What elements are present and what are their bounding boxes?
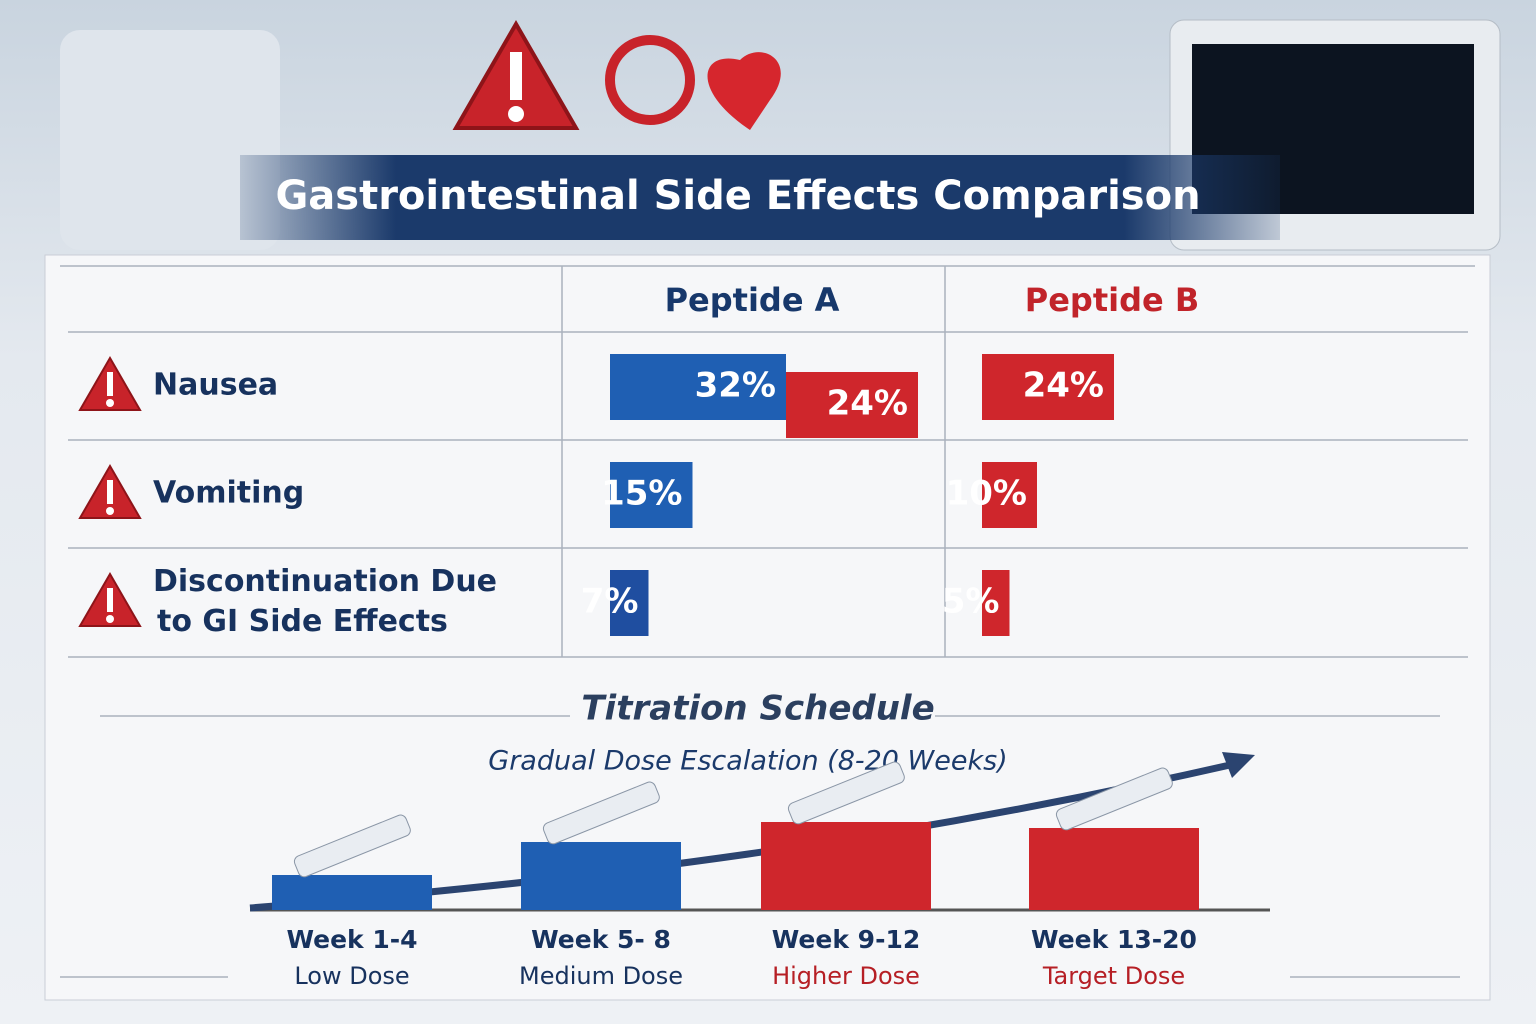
bar: [610, 570, 649, 636]
syringe: [1055, 767, 1173, 831]
titration-subtitle: Gradual Dose Escalation (8-20 Weeks): [488, 746, 1007, 777]
bar: [610, 462, 693, 528]
bar-label: 5%: [942, 582, 1000, 622]
dose-step: [761, 822, 931, 910]
heart-icon: [707, 52, 781, 131]
bar-label: 15%: [601, 474, 682, 514]
photo-placeholder: [60, 30, 280, 250]
bar-label: 32%: [695, 366, 776, 406]
week-label: Week 5- 8: [531, 925, 671, 954]
bar: [982, 354, 1114, 420]
bar: [982, 570, 1010, 636]
week-label: Week 1-4: [286, 925, 417, 954]
row-label-line: to GI Side Effects: [157, 604, 448, 639]
week-label: Week 9-12: [772, 925, 921, 954]
row-label: Nausea: [153, 368, 278, 403]
stethoscope-icon: [605, 35, 695, 125]
dose-step: [521, 842, 681, 910]
dose-step: [1029, 828, 1199, 910]
row-label-line: Discontinuation Due: [153, 564, 497, 599]
syringe: [542, 781, 660, 845]
bar: [610, 354, 786, 420]
titration-title: Titration Schedule: [581, 689, 934, 729]
row-label: Discontinuation Due to GI Side Effects: [153, 564, 497, 639]
bar: [786, 372, 918, 438]
syringe: [293, 814, 411, 878]
bar-label: 24%: [827, 384, 908, 424]
dose-label: Target Dose: [1042, 962, 1185, 990]
row-label: Vomiting: [153, 476, 304, 511]
bar-label: 24%: [1023, 366, 1104, 406]
arrowhead: [1222, 752, 1255, 778]
column-header: Peptide B: [1025, 281, 1199, 319]
syringe: [787, 761, 905, 825]
column-header: Peptide A: [665, 281, 840, 319]
title: Gastrointestinal Side Effects Comparison: [275, 173, 1200, 219]
title-banner: [240, 155, 1280, 240]
dose-label: Higher Dose: [772, 962, 920, 990]
bar: [982, 462, 1037, 528]
dose-step: [272, 875, 432, 910]
week-label: Week 13-20: [1031, 925, 1197, 954]
dose-label: Low Dose: [294, 962, 409, 990]
bar-label: 10%: [946, 474, 1027, 514]
bar-label: 7%: [581, 582, 639, 622]
dose-label: Medium Dose: [519, 962, 683, 990]
